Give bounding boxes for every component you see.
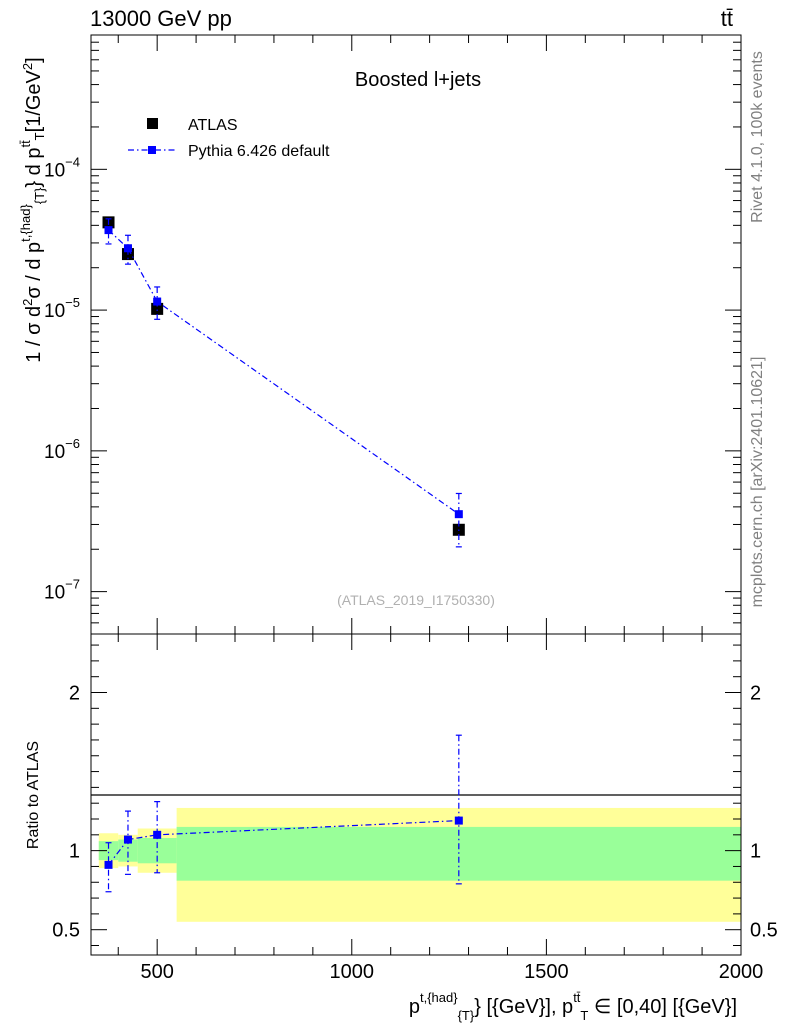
pythia-point <box>454 510 463 519</box>
pythia-point <box>123 244 132 253</box>
ratio-band-inner <box>118 839 138 862</box>
pythia-point <box>104 226 113 235</box>
pythia-line <box>108 229 460 515</box>
ratio-frame <box>90 633 742 956</box>
ratio-band-inner <box>98 841 119 861</box>
ratio-y-tick-label-right: 2 <box>750 683 761 705</box>
source-label: mcplots.cern.ch [arXiv:2401.10621] <box>749 357 766 608</box>
ratio-y-tick-label-left: 2 <box>69 683 80 705</box>
energy-label: 13000 GeV pp <box>90 6 232 31</box>
ratio-uncertainty-bands <box>98 807 742 922</box>
atlas-point <box>151 302 164 315</box>
x-tick-label: 500 <box>140 961 173 983</box>
main-y-tick-label: 10−6 <box>44 436 80 463</box>
main-axis-ticks: 10−7 10−6 10−5 10−4 <box>44 35 742 635</box>
main-y-axis-label: 1 / σ d2σ / d pt,{had}{T}} d ptt̄T[1/GeV… <box>18 57 47 362</box>
ratio-y-axis-label: Ratio to ATLAS <box>25 741 42 849</box>
ratio-y-tick-label-left: 0.5 <box>52 920 80 942</box>
main-y-tick-label: 10−7 <box>44 577 80 604</box>
pythia-point <box>153 297 162 306</box>
rivet-version-label: Rivet 4.1.0, 100k events <box>749 51 766 223</box>
legend-pythia-marker <box>148 146 156 154</box>
legend-atlas-marker <box>147 118 158 129</box>
analysis-tag: (ATLAS_2019_I1750330) <box>337 592 495 608</box>
main-title: Boosted l+jets <box>355 69 481 91</box>
process-label: tt̄ <box>721 6 733 31</box>
x-axis-label: pt,{had}{T}} [{GeV}], ptt̄T ∈ [0,40] [{G… <box>409 990 737 1023</box>
legend: ATLAS Pythia 6.426 default <box>128 117 330 160</box>
x-tick-label: 1500 <box>524 961 569 983</box>
x-tick-label: 2000 <box>719 961 764 983</box>
ratio-y-tick-label-right: 1 <box>750 841 761 863</box>
ratio-y-tick-label-left: 1 <box>69 841 80 863</box>
svg-text:1 / σ d2σ / d pt,{had}{T}} d p: 1 / σ d2σ / d pt,{had}{T}} d ptt̄T[1/GeV… <box>18 57 47 362</box>
svg-text:pt,{had}{T}} [{GeV}], ptt̄T ∈: pt,{had}{T}} [{GeV}], ptt̄T ∈ [0,40] [{G… <box>409 990 737 1023</box>
ratio-y-tick-label-right: 0.5 <box>750 920 778 942</box>
legend-pythia-label: Pythia 6.426 default <box>188 143 330 160</box>
ratio-point <box>454 816 463 825</box>
ratio-point <box>123 835 132 844</box>
legend-atlas-label: ATLAS <box>188 117 238 134</box>
ratio-pythia-line <box>108 819 459 866</box>
ratio-point <box>104 860 113 869</box>
main-y-tick-label: 10−4 <box>44 154 80 181</box>
main-y-tick-label: 10−5 <box>44 295 80 322</box>
ratio-axis-ticks: 0.5 0.5 1 1 2 2 500 1000 1500 2000 <box>52 634 778 983</box>
ratio-point <box>153 830 162 839</box>
x-tick-label: 1000 <box>330 961 375 983</box>
